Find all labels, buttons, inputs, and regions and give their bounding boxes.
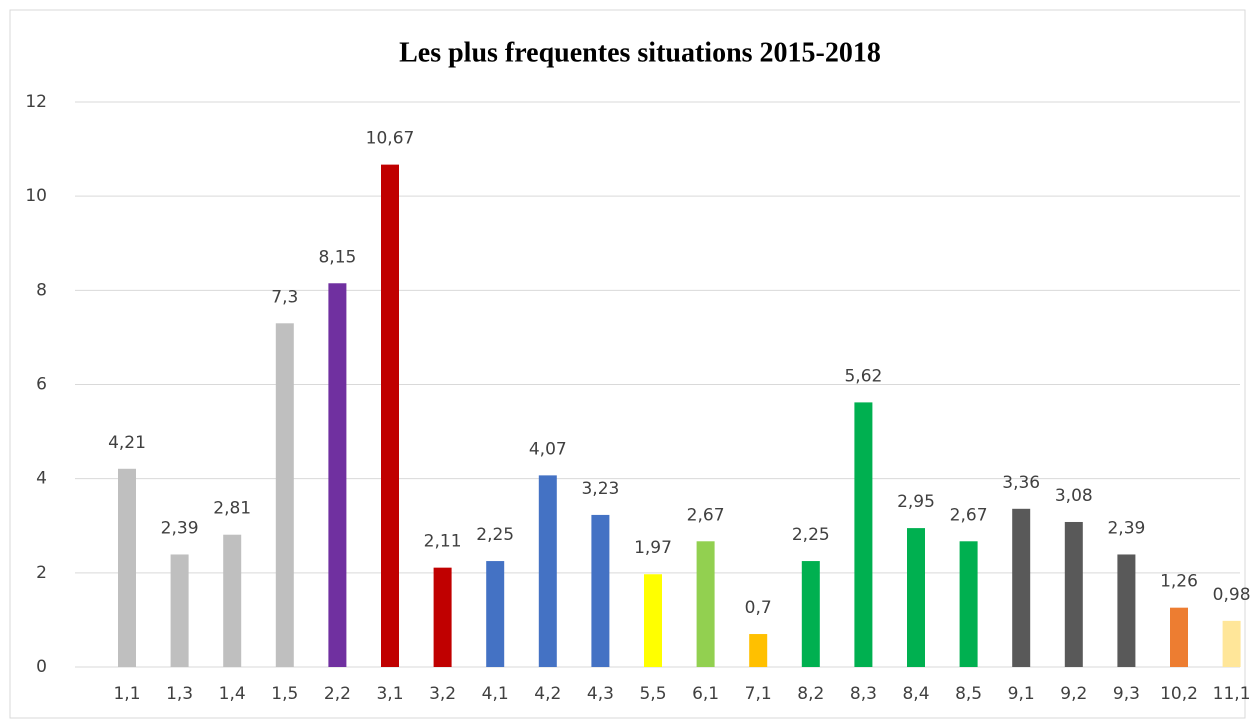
bar	[591, 514, 610, 667]
data-label: 2,39	[161, 518, 199, 538]
bar	[1117, 554, 1136, 667]
bar	[275, 323, 294, 667]
x-tick-label: 6,1	[692, 684, 719, 704]
x-tick-label: 9,2	[1060, 684, 1087, 704]
y-tick-label: 12	[25, 92, 47, 112]
data-label: 2,39	[1107, 518, 1145, 538]
x-tick-label: 9,3	[1113, 684, 1140, 704]
data-label: 7,3	[271, 287, 298, 307]
bar	[1064, 521, 1083, 667]
x-tick-label: 8,3	[850, 684, 877, 704]
chart-border	[9, 9, 1246, 719]
data-label: 2,67	[950, 505, 988, 525]
data-label: 4,21	[108, 433, 146, 453]
y-tick-label: 8	[36, 280, 47, 300]
data-label: 2,95	[897, 492, 935, 512]
bar	[1170, 607, 1188, 667]
data-label: 3,36	[1002, 473, 1040, 493]
x-tick-label: 4,3	[587, 684, 614, 704]
bar	[328, 283, 347, 667]
data-label: 10,67	[366, 129, 415, 149]
x-tick-label: 8,4	[902, 684, 929, 704]
data-label: 2,25	[792, 525, 830, 545]
data-label: 2,25	[476, 525, 514, 545]
x-tick-label: 7,1	[745, 684, 772, 704]
bar	[433, 567, 452, 667]
bar	[381, 164, 399, 667]
data-label: 1,97	[634, 538, 672, 558]
x-tick-label: 1,1	[113, 684, 140, 704]
x-tick-label: 9,1	[1008, 684, 1035, 704]
x-tick-label: 1,3	[166, 684, 193, 704]
x-tick-label: 8,5	[955, 684, 982, 704]
bar	[118, 468, 136, 667]
bar	[801, 561, 820, 667]
data-label: 2,11	[424, 532, 462, 552]
y-tick-label: 2	[36, 563, 47, 583]
bar	[1222, 620, 1241, 667]
x-tick-label: 11,1	[1213, 684, 1251, 704]
data-label: 4,07	[529, 439, 567, 459]
bar	[538, 475, 557, 667]
bar	[696, 541, 715, 667]
data-label: 1,26	[1160, 572, 1198, 592]
x-tick-label: 5,5	[639, 684, 666, 704]
data-label: 2,67	[687, 505, 725, 525]
y-tick-label: 6	[36, 375, 47, 395]
bar	[223, 534, 242, 667]
x-tick-label: 10,2	[1160, 684, 1198, 704]
data-label: 2,81	[213, 499, 251, 519]
bar	[1012, 508, 1031, 667]
y-tick-label: 4	[36, 469, 47, 489]
bar	[854, 402, 873, 667]
bar	[959, 541, 978, 667]
x-tick-label: 1,4	[219, 684, 246, 704]
data-label: 3,23	[581, 479, 619, 499]
y-tick-label: 10	[25, 186, 47, 206]
bar	[644, 574, 662, 667]
chart-title: Les plus frequentes situations 2015-2018	[399, 37, 881, 68]
x-tick-label: 2,2	[324, 684, 351, 704]
bar	[907, 528, 925, 667]
x-tick-label: 8,2	[797, 684, 824, 704]
data-label: 8,15	[318, 247, 356, 267]
data-label: 5,62	[844, 366, 882, 386]
data-label: 3,08	[1055, 486, 1093, 506]
x-tick-label: 1,5	[271, 684, 298, 704]
x-tick-label: 4,2	[534, 684, 561, 704]
bar	[486, 561, 505, 667]
bar	[749, 634, 768, 667]
x-tick-label: 3,2	[429, 684, 456, 704]
bar	[170, 554, 189, 667]
x-tick-label: 4,1	[482, 684, 509, 704]
x-tick-label: 3,1	[376, 684, 403, 704]
data-label: 0,7	[745, 598, 772, 618]
data-label: 0,98	[1213, 585, 1251, 605]
y-tick-label: 0	[36, 657, 47, 677]
